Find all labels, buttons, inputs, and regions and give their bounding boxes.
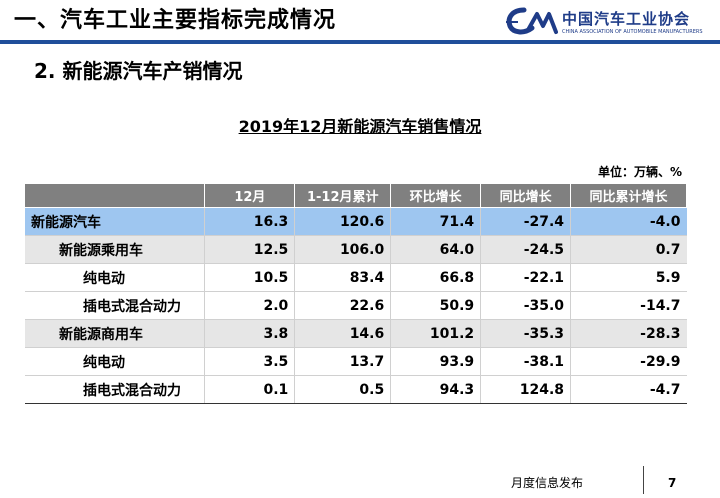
table-cell: 93.9 — [390, 347, 482, 376]
logo-subtext: CHINA ASSOCIATION OF AUTOMOBILE MANUFACT… — [562, 29, 703, 35]
table-row: 插电式混合动力 0.1 0.5 94.3 124.8 -4.7 — [25, 375, 687, 404]
row-label: 新能源乘用车 — [25, 235, 206, 264]
table-cell: -29.9 — [570, 347, 687, 376]
row-label: 纯电动 — [25, 347, 206, 376]
table-cell: 0.7 — [570, 235, 687, 264]
caam-logo-icon — [506, 7, 558, 35]
column-header: 12月 — [204, 184, 296, 208]
table-cell: 2.0 — [204, 291, 296, 320]
table-cell: 16.3 — [204, 207, 296, 236]
table-row: 新能源汽车 16.3 120.6 71.4 -27.4 -4.0 — [25, 207, 687, 236]
page-number: 7 — [668, 476, 677, 490]
table-header-row: 12月 1-12月累计 环比增长 同比增长 同比累计增长 — [25, 184, 687, 208]
caam-logo: 中国汽车工业协会 CHINA ASSOCIATION OF AUTOMOBILE… — [504, 6, 714, 40]
table-cell: 64.0 — [390, 235, 482, 264]
column-header: 同比累计增长 — [570, 184, 687, 208]
table-cell: -22.1 — [480, 263, 572, 292]
table-cell: -28.3 — [570, 319, 687, 348]
table-title: 2019年12月新能源汽车销售情况 — [238, 117, 482, 136]
table-cell: -35.0 — [480, 291, 572, 320]
table-cell: -38.1 — [480, 347, 572, 376]
table-cell: -27.4 — [480, 207, 572, 236]
table-cell: 0.1 — [204, 375, 296, 404]
table-cell: -4.7 — [570, 375, 687, 404]
table-cell: 120.6 — [294, 207, 392, 236]
table-cell: 12.5 — [204, 235, 296, 264]
table-row: 纯电动 10.5 83.4 66.8 -22.1 5.9 — [25, 263, 687, 292]
table-cell: 124.8 — [480, 375, 572, 404]
row-label: 新能源汽车 — [25, 207, 206, 236]
row-label: 插电式混合动力 — [25, 291, 206, 320]
table-row: 纯电动 3.5 13.7 93.9 -38.1 -29.9 — [25, 347, 687, 376]
column-header: 同比增长 — [480, 184, 572, 208]
column-header: 1-12月累计 — [294, 184, 392, 208]
logo-text: 中国汽车工业协会 — [562, 10, 691, 28]
table-row: 新能源商用车 3.8 14.6 101.2 -35.3 -28.3 — [25, 319, 687, 348]
table-cell: 50.9 — [390, 291, 482, 320]
table-cell: 101.2 — [390, 319, 482, 348]
table-cell: 5.9 — [570, 263, 687, 292]
sales-table: 12月 1-12月累计 环比增长 同比增长 同比累计增长 新能源汽车 16.3 … — [25, 184, 687, 404]
footer-divider — [643, 466, 644, 494]
table-cell: 10.5 — [204, 263, 296, 292]
row-label: 新能源商用车 — [25, 319, 206, 348]
table-cell: 71.4 — [390, 207, 482, 236]
column-header — [25, 184, 206, 208]
table-cell: 106.0 — [294, 235, 392, 264]
table-cell: 14.6 — [294, 319, 392, 348]
footer-label: 月度信息发布 — [511, 476, 584, 490]
table-cell: -35.3 — [480, 319, 572, 348]
table-row: 插电式混合动力 2.0 22.6 50.9 -35.0 -14.7 — [25, 291, 687, 320]
header-divider — [0, 40, 720, 44]
table-cell: -24.5 — [480, 235, 572, 264]
row-label: 插电式混合动力 — [25, 375, 206, 404]
table-cell: -14.7 — [570, 291, 687, 320]
table-cell: 66.8 — [390, 263, 482, 292]
table-cell: 83.4 — [294, 263, 392, 292]
unit-label: 单位：万辆、% — [597, 165, 682, 179]
table-cell: 0.5 — [294, 375, 392, 404]
table-row: 新能源乘用车 12.5 106.0 64.0 -24.5 0.7 — [25, 235, 687, 264]
table-cell: 3.8 — [204, 319, 296, 348]
table-cell: 22.6 — [294, 291, 392, 320]
column-header: 环比增长 — [390, 184, 482, 208]
page-header-title: 一、汽车工业主要指标完成情况 — [14, 8, 337, 33]
table-cell: 13.7 — [294, 347, 392, 376]
table-cell: 3.5 — [204, 347, 296, 376]
table-cell: 94.3 — [390, 375, 482, 404]
table-cell: -4.0 — [570, 207, 687, 236]
section-subtitle: 2. 新能源汽车产销情况 — [34, 59, 243, 83]
row-label: 纯电动 — [25, 263, 206, 292]
